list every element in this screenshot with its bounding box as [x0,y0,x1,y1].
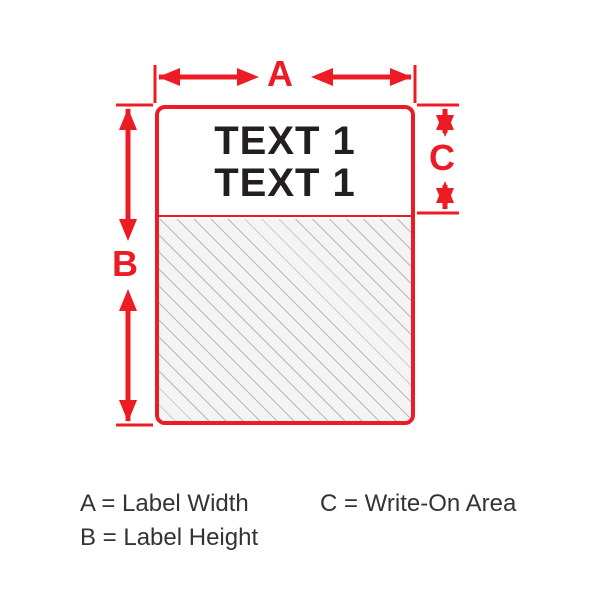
label-outline: TEXT 1 TEXT 1 [155,105,415,425]
dimension-letter-c: C [423,137,461,179]
diagram-canvas: TEXT 1 TEXT 1 A B C A = Label Width B = … [0,0,600,600]
dimension-letter-a: A [261,53,299,95]
sample-text-line-2: TEXT 1 [214,162,356,204]
legend-c: C = Write-On Area [320,490,516,518]
legend-b: B = Label Height [80,524,258,552]
legend-a: A = Label Width [80,490,249,518]
adhesive-area [159,219,411,421]
dimension-letter-b: B [106,243,144,285]
write-on-area: TEXT 1 TEXT 1 [159,109,411,217]
sample-text-line-1: TEXT 1 [214,120,356,162]
